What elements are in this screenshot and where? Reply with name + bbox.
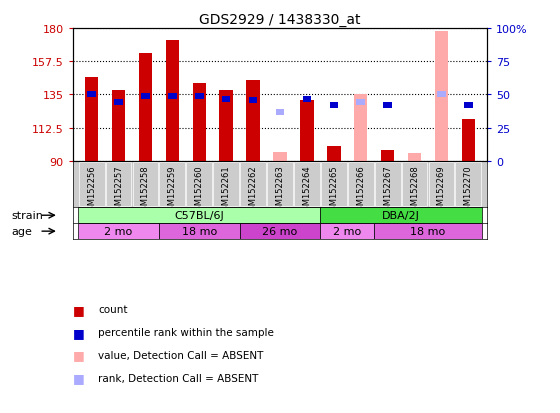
- Bar: [374, 224, 482, 240]
- Text: 18 mo: 18 mo: [410, 227, 446, 237]
- Text: value, Detection Call = ABSENT: value, Detection Call = ABSENT: [98, 350, 263, 360]
- Text: GSM152260: GSM152260: [195, 165, 204, 216]
- Bar: [213, 162, 239, 207]
- Bar: [375, 162, 400, 207]
- Bar: [139, 54, 152, 161]
- Bar: [329, 102, 338, 108]
- Bar: [402, 162, 427, 207]
- Bar: [249, 98, 258, 104]
- Text: DBA/2J: DBA/2J: [382, 211, 420, 221]
- Text: GSM152258: GSM152258: [141, 165, 150, 216]
- Bar: [79, 162, 105, 207]
- Text: rank, Detection Call = ABSENT: rank, Detection Call = ABSENT: [98, 373, 258, 383]
- Bar: [186, 162, 212, 207]
- Text: GSM152268: GSM152268: [410, 165, 419, 216]
- Bar: [159, 224, 240, 240]
- Bar: [85, 78, 99, 161]
- Bar: [220, 91, 233, 161]
- Bar: [160, 162, 185, 207]
- Text: GSM152257: GSM152257: [114, 165, 123, 216]
- Bar: [300, 101, 314, 161]
- Bar: [428, 162, 454, 207]
- Text: GSM152264: GSM152264: [302, 165, 311, 216]
- Bar: [327, 147, 340, 161]
- Bar: [437, 92, 446, 98]
- Text: percentile rank within the sample: percentile rank within the sample: [98, 328, 274, 337]
- Bar: [273, 152, 287, 161]
- Text: GSM152263: GSM152263: [276, 165, 284, 216]
- Bar: [354, 95, 367, 161]
- Bar: [321, 162, 347, 207]
- Text: GSM152261: GSM152261: [222, 165, 231, 216]
- Bar: [114, 100, 123, 105]
- Bar: [381, 151, 394, 161]
- Title: GDS2929 / 1438330_at: GDS2929 / 1438330_at: [199, 12, 361, 26]
- Bar: [240, 162, 266, 207]
- Text: age: age: [11, 227, 32, 237]
- Bar: [87, 92, 96, 98]
- Bar: [133, 162, 158, 207]
- Bar: [320, 224, 374, 240]
- Text: 18 mo: 18 mo: [181, 227, 217, 237]
- Bar: [222, 97, 231, 102]
- Text: count: count: [98, 305, 128, 315]
- Text: 2 mo: 2 mo: [104, 227, 133, 237]
- Bar: [106, 162, 132, 207]
- Bar: [276, 110, 284, 116]
- Text: GSM152269: GSM152269: [437, 165, 446, 216]
- Bar: [78, 224, 159, 240]
- Text: GSM152256: GSM152256: [87, 165, 96, 216]
- Bar: [320, 208, 482, 224]
- Bar: [267, 162, 293, 207]
- Bar: [435, 32, 448, 161]
- Text: strain: strain: [11, 211, 43, 221]
- Bar: [141, 94, 150, 100]
- Text: GSM152262: GSM152262: [249, 165, 258, 216]
- Bar: [356, 100, 365, 105]
- Bar: [246, 81, 260, 161]
- Bar: [302, 97, 311, 102]
- Text: ■: ■: [73, 326, 85, 339]
- Bar: [168, 94, 176, 100]
- Bar: [384, 102, 392, 108]
- Text: GSM152270: GSM152270: [464, 165, 473, 216]
- Bar: [461, 120, 475, 161]
- Text: ■: ■: [73, 349, 85, 362]
- Bar: [78, 208, 320, 224]
- Bar: [464, 102, 473, 108]
- Text: ■: ■: [73, 371, 85, 385]
- Text: 2 mo: 2 mo: [333, 227, 361, 237]
- Bar: [437, 92, 446, 98]
- Bar: [195, 94, 204, 100]
- Text: GSM152259: GSM152259: [168, 165, 177, 216]
- Bar: [294, 162, 320, 207]
- Bar: [193, 83, 206, 161]
- Bar: [408, 154, 421, 161]
- Text: GSM152266: GSM152266: [356, 165, 365, 216]
- Text: 26 mo: 26 mo: [263, 227, 297, 237]
- Bar: [240, 224, 320, 240]
- Text: ■: ■: [73, 303, 85, 316]
- Bar: [112, 91, 125, 161]
- Bar: [348, 162, 374, 207]
- Text: GSM152265: GSM152265: [329, 165, 338, 216]
- Bar: [455, 162, 481, 207]
- Bar: [166, 41, 179, 161]
- Text: C57BL/6J: C57BL/6J: [174, 211, 224, 221]
- Text: GSM152267: GSM152267: [383, 165, 392, 216]
